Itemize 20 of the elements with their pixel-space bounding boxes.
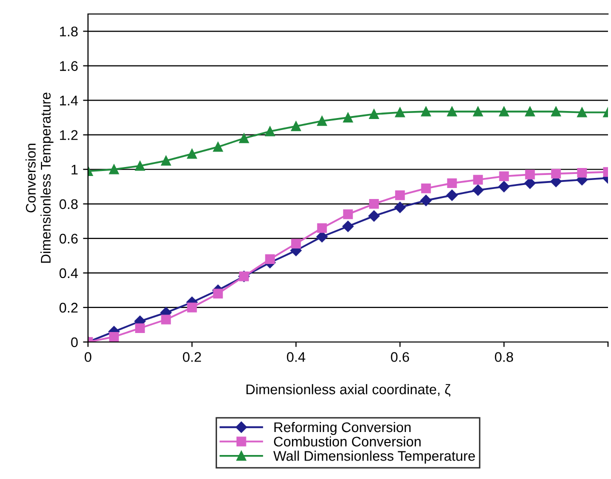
y-tick-label: 0.6 [60, 234, 78, 244]
y-axis-title: Conversion Dimensionless Temperature [26, 92, 54, 263]
legend-label: Combustion Conversion [274, 436, 421, 447]
y-tick-label: 1.6 [60, 61, 78, 71]
y-tick-label: 0 [71, 337, 78, 348]
legend-label: Wall Dimensionless Temperature [273, 450, 475, 464]
x-tick-label: 0.2 [182, 352, 201, 362]
x-tick-label: 0.6 [390, 352, 410, 362]
y-tick-label: 0.8 [60, 199, 78, 210]
y-tick-label: 0.4 [60, 268, 78, 278]
y-tick-label: 0.2 [60, 302, 78, 313]
x-axis-title: Dimensionless axial coordinate, ζ [246, 384, 450, 397]
x-tick-label: 0.4 [286, 352, 306, 362]
y-tick-label: 1.2 [60, 130, 78, 140]
legend-label: Reforming Conversion [274, 422, 411, 435]
x-tick-label: 0 [84, 352, 92, 362]
y-tick-label: 1 [72, 164, 78, 174]
y-tick-label: 1.4 [60, 96, 78, 106]
y-tick-label: 1.8 [60, 26, 78, 36]
x-tick-label: 0.8 [494, 352, 514, 362]
